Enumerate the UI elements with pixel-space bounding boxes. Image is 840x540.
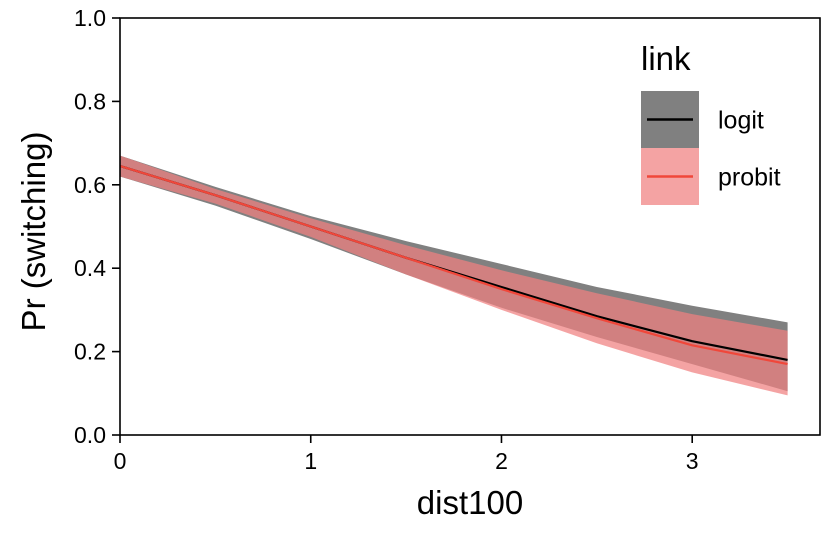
- series-lines: [119, 164, 788, 366]
- x-axis: 0 1 2 3: [114, 435, 699, 474]
- plot-frame: [119, 17, 821, 436]
- y-tick-label: 0.6: [74, 172, 106, 198]
- line-probit: [119, 164, 788, 366]
- band-probit: [120, 155, 788, 396]
- y-tick-label: 1.0: [74, 5, 106, 31]
- x-tick-label: 1: [304, 448, 317, 474]
- y-axis-title: Pr (switching): [15, 132, 52, 332]
- y-tick-label: 0.0: [74, 422, 106, 448]
- y-axis: 0.0 0.2 0.4 0.6 0.8 1.0: [74, 5, 120, 448]
- legend-title: link: [641, 40, 691, 77]
- legend-label-logit: logit: [718, 107, 764, 135]
- x-tick-label: 3: [686, 448, 699, 474]
- y-tick-label: 0.8: [74, 88, 106, 114]
- x-tick-label: 2: [495, 448, 508, 474]
- x-tick-label: 0: [114, 448, 127, 474]
- legend-label-probit: probit: [718, 164, 781, 192]
- y-tick-label: 0.2: [74, 339, 106, 365]
- legend: link logit probit: [641, 40, 781, 205]
- x-axis-title: dist100: [417, 484, 523, 521]
- y-tick-label: 0.4: [74, 255, 106, 281]
